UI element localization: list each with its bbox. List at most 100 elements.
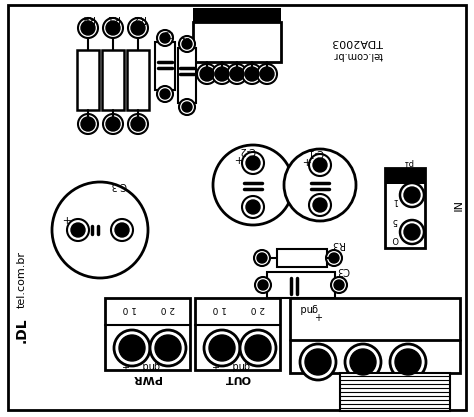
Bar bbox=[155, 42, 175, 90]
Circle shape bbox=[404, 224, 420, 240]
Circle shape bbox=[108, 23, 118, 33]
Circle shape bbox=[81, 117, 95, 131]
Text: p1: p1 bbox=[403, 158, 413, 166]
Circle shape bbox=[78, 114, 98, 134]
Circle shape bbox=[259, 281, 267, 289]
Circle shape bbox=[52, 182, 148, 278]
Circle shape bbox=[157, 30, 173, 46]
Circle shape bbox=[350, 349, 376, 375]
Circle shape bbox=[334, 280, 344, 290]
Circle shape bbox=[108, 119, 118, 129]
Circle shape bbox=[179, 99, 195, 115]
Circle shape bbox=[400, 183, 424, 207]
Text: C-1: C-1 bbox=[307, 147, 323, 157]
Circle shape bbox=[230, 67, 244, 81]
Circle shape bbox=[260, 67, 274, 81]
Circle shape bbox=[215, 67, 229, 81]
Circle shape bbox=[155, 335, 181, 361]
Circle shape bbox=[257, 64, 277, 84]
Circle shape bbox=[160, 33, 170, 43]
Circle shape bbox=[352, 351, 374, 373]
Text: R2: R2 bbox=[131, 13, 145, 23]
Circle shape bbox=[309, 154, 331, 176]
Circle shape bbox=[202, 69, 212, 79]
Text: tel.com.br: tel.com.br bbox=[17, 251, 27, 309]
Circle shape bbox=[404, 187, 420, 203]
Circle shape bbox=[257, 253, 267, 263]
Text: +: + bbox=[211, 360, 219, 370]
Bar bbox=[385, 168, 425, 248]
Circle shape bbox=[128, 18, 148, 38]
Circle shape bbox=[150, 330, 186, 366]
Circle shape bbox=[115, 223, 129, 237]
Circle shape bbox=[204, 330, 240, 366]
Circle shape bbox=[131, 117, 145, 131]
Circle shape bbox=[157, 86, 173, 102]
Circle shape bbox=[184, 41, 190, 47]
Circle shape bbox=[406, 226, 418, 238]
Circle shape bbox=[200, 67, 214, 81]
Circle shape bbox=[345, 344, 381, 380]
Circle shape bbox=[106, 117, 120, 131]
Text: 2 0: 2 0 bbox=[251, 304, 265, 312]
Circle shape bbox=[242, 152, 264, 174]
Text: NI: NI bbox=[450, 202, 460, 214]
Circle shape bbox=[162, 91, 168, 97]
Circle shape bbox=[400, 220, 424, 244]
Circle shape bbox=[242, 196, 264, 218]
Circle shape bbox=[247, 69, 257, 79]
Text: +: + bbox=[60, 213, 70, 223]
Circle shape bbox=[258, 280, 268, 290]
Bar bbox=[290, 298, 460, 373]
Text: .DL: .DL bbox=[15, 317, 29, 343]
Circle shape bbox=[131, 21, 145, 35]
Circle shape bbox=[300, 344, 336, 380]
Text: gnd: gnd bbox=[299, 303, 317, 313]
Bar bbox=[193, 22, 281, 62]
Circle shape bbox=[133, 23, 143, 33]
Circle shape bbox=[197, 64, 217, 84]
Text: C1: C1 bbox=[180, 33, 191, 43]
Circle shape bbox=[111, 219, 133, 241]
Circle shape bbox=[390, 344, 426, 380]
Circle shape bbox=[258, 254, 266, 262]
Bar bbox=[105, 298, 190, 370]
Circle shape bbox=[179, 36, 195, 52]
Text: PWR: PWR bbox=[133, 373, 162, 383]
Circle shape bbox=[157, 337, 179, 359]
Circle shape bbox=[184, 104, 190, 110]
Circle shape bbox=[67, 219, 89, 241]
Circle shape bbox=[81, 21, 95, 35]
Circle shape bbox=[248, 158, 258, 168]
Circle shape bbox=[397, 351, 419, 373]
Circle shape bbox=[284, 149, 356, 221]
Circle shape bbox=[406, 189, 418, 201]
Circle shape bbox=[242, 64, 262, 84]
Circle shape bbox=[326, 250, 342, 266]
Circle shape bbox=[73, 225, 83, 235]
Text: TDA2003: TDA2003 bbox=[333, 37, 383, 47]
Circle shape bbox=[395, 349, 421, 375]
Circle shape bbox=[305, 349, 331, 375]
Circle shape bbox=[217, 69, 227, 79]
Text: OUT: OUT bbox=[224, 373, 250, 383]
Circle shape bbox=[248, 202, 258, 212]
Text: 1 0: 1 0 bbox=[123, 304, 137, 312]
Circle shape bbox=[209, 335, 235, 361]
Circle shape bbox=[83, 23, 93, 33]
Circle shape bbox=[315, 200, 325, 210]
Circle shape bbox=[330, 254, 338, 262]
Circle shape bbox=[117, 225, 127, 235]
Text: R1: R1 bbox=[107, 13, 119, 23]
Text: tel.com.br: tel.com.br bbox=[333, 50, 383, 60]
Text: +: + bbox=[314, 310, 322, 320]
Bar bbox=[277, 249, 327, 267]
Circle shape bbox=[213, 145, 293, 225]
Circle shape bbox=[232, 69, 242, 79]
Text: gnd: gnd bbox=[231, 360, 249, 370]
Circle shape bbox=[160, 89, 170, 99]
Circle shape bbox=[103, 114, 123, 134]
Circle shape bbox=[128, 114, 148, 134]
Circle shape bbox=[182, 102, 192, 112]
Text: gnd: gnd bbox=[141, 360, 159, 370]
